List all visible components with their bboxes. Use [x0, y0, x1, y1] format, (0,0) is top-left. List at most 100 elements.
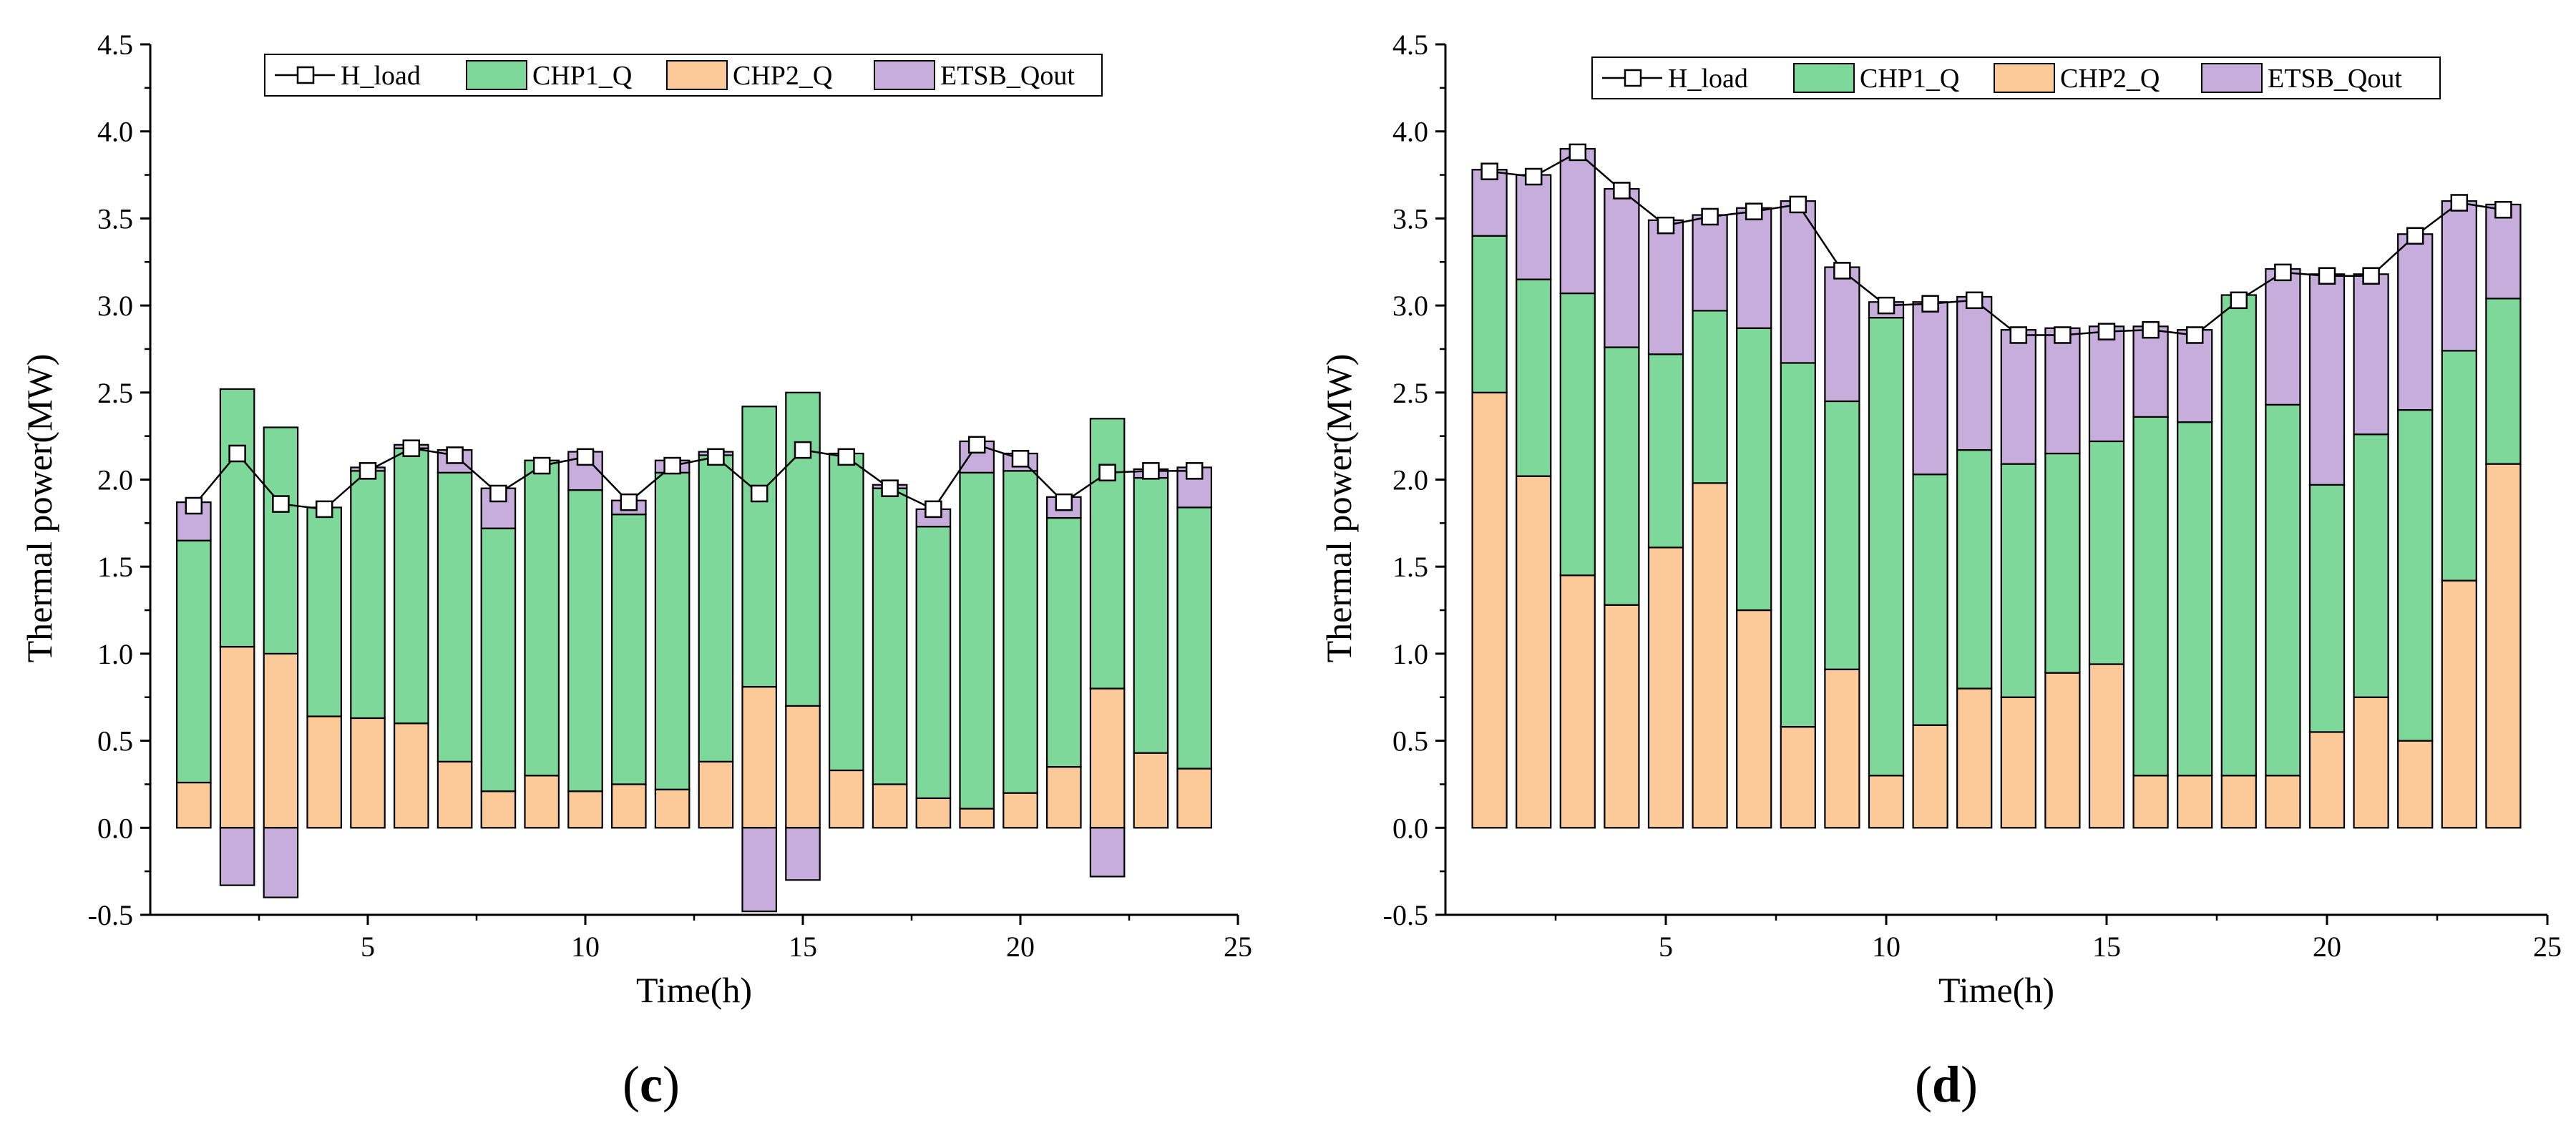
bar-chp1-q	[1692, 310, 1728, 484]
bar-chp2-q	[785, 705, 821, 829]
bar-chp1-q	[306, 506, 343, 717]
bar-etsb-qout	[1736, 207, 1772, 329]
bar-chp1-q	[2132, 416, 2169, 777]
h-load-marker	[1524, 167, 1543, 186]
bar-chp1-q	[1780, 362, 1816, 728]
bar-chp1-q	[2308, 484, 2346, 733]
bar-chp1-q	[524, 459, 560, 777]
bar-chp2-q	[567, 790, 603, 829]
y-tick-label: 1.0	[97, 638, 133, 670]
h-load-marker	[402, 439, 421, 457]
bar-chp1-q	[2044, 452, 2081, 674]
bar-chp2-q	[959, 808, 995, 829]
legend-label-etsb-qout: ETSB_Qout	[940, 61, 1075, 91]
h-load-marker	[446, 446, 464, 464]
y-tick-label: 0.0	[97, 812, 133, 844]
x-tick-label: 20	[2313, 931, 2341, 963]
legend-swatch-etsb-qout	[874, 60, 935, 90]
h-load-marker	[228, 444, 246, 463]
bar-chp1-q	[1736, 327, 1772, 612]
chart-panel-d: -0.5 0.0 0.5 1.0 1.5 2.0 2.5 3.0 3.5 4.0 4.5 5 10 15 2…	[1319, 29, 2562, 1113]
h-load-marker	[1613, 182, 1631, 200]
bar-chp2-q	[1647, 546, 1684, 829]
bar-chp2-q	[654, 788, 691, 829]
bar-chp1-q	[828, 452, 864, 772]
y-tick-label: 4.0	[97, 116, 133, 148]
h-load-marker	[2494, 200, 2512, 219]
h-load-marker	[967, 436, 986, 454]
h-load-marker	[620, 493, 638, 511]
bar-etsb-qout	[785, 827, 821, 881]
bar-chp1-q	[2353, 433, 2389, 698]
y-tick-label: 4.5	[97, 29, 133, 61]
legend-swatch-chp1-q	[466, 60, 527, 90]
bar-chp2-q	[1912, 724, 1948, 829]
y-tick-label: 2.5	[97, 377, 133, 409]
bar-chp1-q	[2441, 350, 2477, 582]
bar-chp2-q	[2088, 663, 2125, 829]
bar-chp2-q	[306, 715, 343, 829]
bar-chp2-q	[436, 760, 473, 829]
bar-chp2-q	[1133, 752, 1169, 829]
h-load-marker	[532, 456, 551, 475]
bar-chp2-q	[1045, 766, 1082, 829]
bar-chp1-q	[2000, 463, 2036, 698]
bar-chp2-q	[350, 717, 386, 829]
bar-chp1-q	[567, 489, 603, 793]
bar-chp2-q	[2132, 775, 2169, 829]
bar-chp1-q	[1133, 476, 1169, 754]
bar-etsb-qout	[1824, 266, 1860, 403]
bar-etsb-qout	[219, 827, 255, 886]
bar-etsb-qout	[1516, 174, 1552, 280]
bar-chp2-q	[741, 686, 778, 829]
bar-etsb-qout	[1559, 147, 1596, 295]
h-load-marker	[1833, 262, 1851, 280]
h-load-marker	[1701, 207, 1719, 226]
bar-chp2-q	[1516, 475, 1552, 829]
bar-chp2-q	[2308, 731, 2346, 829]
bar-etsb-qout	[2000, 329, 2036, 465]
legend-marker-h-load	[1624, 69, 1642, 87]
h-load-marker	[2054, 326, 2072, 344]
legend-marker-h-load	[296, 66, 315, 84]
h-load-marker	[794, 441, 812, 459]
bar-chp2-q	[1176, 767, 1213, 829]
bar-etsb-qout	[1604, 187, 1640, 348]
h-load-marker	[2009, 326, 2028, 344]
y-tick-label: 1.5	[97, 551, 133, 583]
legend-label-h-load: H_load	[341, 61, 421, 91]
x-tick-label: 15	[2092, 931, 2121, 963]
bar-chp1-q	[1868, 317, 1905, 777]
h-load-marker	[837, 448, 856, 466]
h-load-marker	[663, 456, 681, 475]
bar-chp1-q	[393, 447, 429, 725]
y-tick-label: 1.5	[1392, 551, 1428, 583]
bar-chp1-q	[219, 388, 255, 648]
h-load-marker	[1745, 202, 1763, 220]
bar-chp2-q	[2265, 775, 2301, 829]
h-load-marker	[1142, 462, 1160, 480]
y-tick-label: 1.0	[1392, 638, 1428, 670]
h-load-marker	[707, 448, 725, 466]
h-load-marker	[272, 495, 290, 513]
h-load-marker	[2097, 323, 2116, 340]
h-load-marker	[185, 496, 203, 515]
bar-chp1-q	[1956, 449, 1993, 690]
bar-chp1-q	[1912, 474, 1948, 726]
h-load-marker	[750, 484, 769, 503]
bar-chp2-q	[1559, 574, 1596, 829]
bar-chp1-q	[263, 426, 299, 654]
bar-chp1-q	[1647, 353, 1684, 549]
bar-etsb-qout	[2088, 325, 2125, 443]
h-load-marker	[576, 448, 595, 466]
bar-chp2-q	[872, 783, 908, 829]
panel-label: (c)	[623, 1056, 680, 1113]
x-tick-label: 10	[571, 931, 600, 963]
bar-chp2-q	[219, 646, 255, 829]
h-load-marker	[2185, 326, 2204, 344]
h-load-marker	[1965, 291, 1984, 310]
bar-chp2-q	[915, 797, 952, 829]
bar-etsb-qout	[1912, 301, 1948, 476]
y-axis-title: Thermal power(MW)	[19, 354, 59, 663]
